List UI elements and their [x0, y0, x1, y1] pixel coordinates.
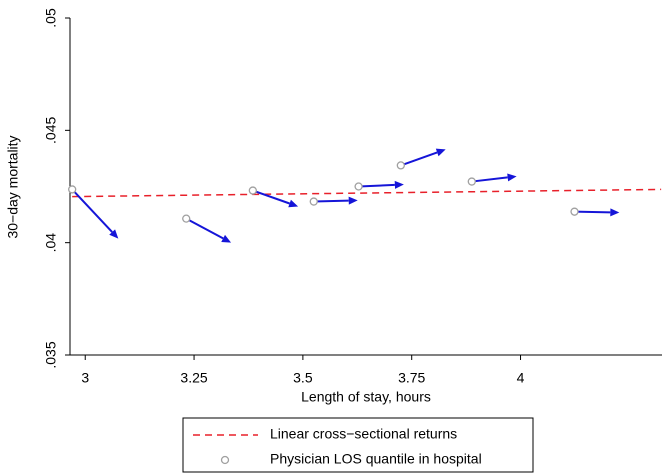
point — [182, 214, 191, 223]
arrow-head — [109, 229, 119, 239]
y-tick-label: .04 — [43, 233, 59, 253]
y-tick-label: .05 — [43, 8, 59, 28]
arrow-shaft — [71, 188, 113, 233]
x-tick-label: 3.5 — [293, 370, 313, 386]
y-tick-label: .035 — [43, 341, 59, 368]
arrow-shaft — [471, 176, 508, 183]
fit-line — [72, 188, 662, 198]
x-tick-label: 3.75 — [398, 370, 425, 386]
legend-label: Linear cross−sectional returns — [270, 426, 457, 442]
arrow-head — [435, 148, 446, 157]
point — [570, 207, 579, 216]
arrow-head — [394, 180, 404, 189]
x-tick-label: 3 — [81, 370, 89, 386]
point — [396, 161, 405, 170]
x-axis-label: Length of stay, hours — [301, 389, 431, 405]
arrow-shaft — [185, 217, 224, 240]
arrow-head — [610, 208, 620, 217]
arrow-shaft — [358, 183, 395, 188]
arrow-shaft — [313, 199, 349, 203]
point — [248, 186, 257, 195]
legend-label: Physician LOS quantile in hospital — [270, 451, 482, 467]
y-axis-label: 30−day mortality — [5, 135, 21, 238]
legend-marker — [220, 455, 230, 465]
legend-box — [182, 417, 534, 473]
x-tick-label: 4 — [517, 370, 525, 386]
arrow-head — [221, 234, 232, 243]
y-tick-label: .045 — [43, 116, 59, 143]
arrow-shaft — [574, 210, 611, 214]
arrow-shaft — [252, 189, 290, 205]
point — [68, 185, 77, 194]
x-tick-label: 3.25 — [180, 370, 207, 386]
arrow-head — [288, 199, 299, 208]
arrow-head — [348, 196, 358, 205]
arrow-head — [507, 173, 517, 182]
point — [354, 182, 363, 191]
point — [309, 197, 318, 206]
point — [467, 177, 476, 186]
arrow-shaft — [400, 151, 438, 167]
